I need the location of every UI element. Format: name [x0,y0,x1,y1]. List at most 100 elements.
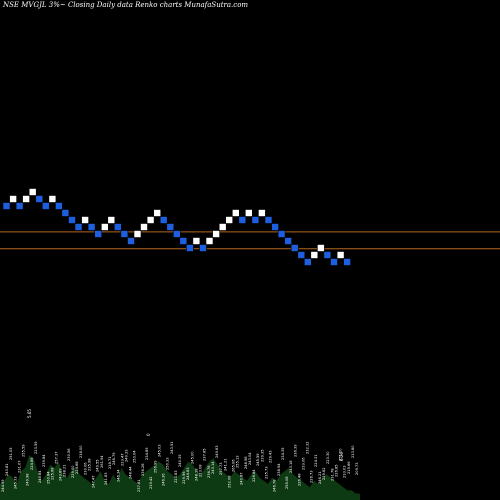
down-brick [55,202,63,210]
volume-area [0,455,360,500]
volume-label: 255.59 [22,444,26,457]
volume-label: 229.00 [71,465,75,478]
volume-label: 223.83 [174,470,178,483]
volume-label: 237.81 [137,479,141,492]
up-brick [133,230,142,238]
volume-label: 257.73 [219,462,223,475]
volume-label: 243.18 [289,460,293,473]
up-brick [232,209,240,217]
down-brick [271,223,279,231]
up-brick [9,195,17,203]
volume-label: 234.89 [145,447,149,460]
volume-label: 240.33 [125,449,129,462]
volume-label: 246.36 [162,473,166,486]
volume-label: 226.85 [334,464,338,477]
volume-label: 238.54 [277,463,281,476]
up-brick [245,209,253,217]
volume-label: 215.66 [347,461,351,474]
volume-label: 243.51 [170,441,174,454]
volume-label: 233.03 [343,465,347,478]
up-brick [101,223,109,231]
down-brick [74,223,83,231]
volume-label: 246.78 [273,479,277,492]
volume-label: 249.98 [26,473,30,486]
up-brick [48,195,57,203]
volume-label: 223.59 [34,441,38,454]
volume-label: 246.34 [116,469,120,482]
down-brick [297,251,306,259]
up-brick [107,216,116,224]
volume-label: 232.32 [306,441,310,454]
volume-label: 255.08 [285,476,289,489]
volume-label: 245.00 [190,451,194,464]
volume-label: 255.13 [236,455,240,468]
volume-label: 243.04 [248,452,252,465]
volume-label: 226.84 [252,469,256,482]
up-brick [317,244,325,252]
volume-label: 216.71 [108,456,112,469]
down-brick [68,216,76,224]
down-brick [87,223,96,231]
volume-label: 241.83 [104,472,108,485]
volume-label: 237.85 [203,448,207,461]
volume-label: 226.48 [297,473,301,486]
volume-label: 240.87 [240,472,244,485]
up-brick [192,237,201,245]
volume-label: 229.82 [322,467,326,480]
volume-label: 246.79 [112,452,116,465]
volume-label: 243.81 [5,463,9,476]
volume-label: 249.55 [96,459,100,472]
volume-label: 223.08 [199,464,203,477]
volume-label: 245.03 [157,444,161,457]
volume-label: 251.05 [9,447,13,460]
down-brick [15,202,24,210]
volume-label: 230.06 [83,462,87,475]
volume-label: 243.89 [59,468,63,481]
volume-label: 229.96 [182,471,186,484]
volume-label: 240.39 [178,454,182,467]
up-brick [218,223,227,231]
volume-label: 239.84 [42,454,46,467]
down-brick [159,216,168,224]
down-brick [303,258,312,266]
volume-label: 224.88 [30,457,34,470]
volume-label: 226.73 [310,470,314,483]
volume-spike-label: 0 [146,433,151,436]
volume-label: 235.73 [264,466,268,479]
volume-label: 250.33 [166,457,170,470]
up-brick [225,216,233,224]
up-brick [22,195,30,203]
volume-label: 236.28 [141,463,145,476]
volume-label: 243.14 [211,461,215,474]
up-brick [140,223,148,231]
volume-label: 244.83 [186,467,190,480]
volume-label: 224.31 [314,454,318,467]
volume-fill [0,455,360,500]
volume-label: 233.06 [302,457,306,470]
down-brick [179,237,188,245]
down-brick [114,223,122,231]
down-brick [251,216,260,224]
down-brick [290,244,299,252]
down-brick [264,216,273,224]
volume-label: 248.18 [195,468,199,481]
down-brick [186,244,194,252]
volume-label: 252.08 [227,475,231,488]
down-brick [173,230,181,238]
volume-label: 218.00 [79,445,83,458]
guide-lines [0,231,500,250]
volume-label: 223.47 [120,453,124,466]
down-brick [94,230,102,238]
down-brick [284,237,292,245]
volume-spike-label: 6.26 [339,452,344,461]
volume-label: 241.21 [223,458,227,471]
volume-label: 238.21 [63,464,67,477]
volume-label: 261.94 [100,455,104,468]
up-brick [153,209,161,217]
volume-label: 245.33 [13,476,17,489]
volume-label: 219.42 [149,476,153,489]
up-brick [336,251,345,259]
down-brick [41,202,50,210]
volume-label: 234.35 [281,447,285,460]
